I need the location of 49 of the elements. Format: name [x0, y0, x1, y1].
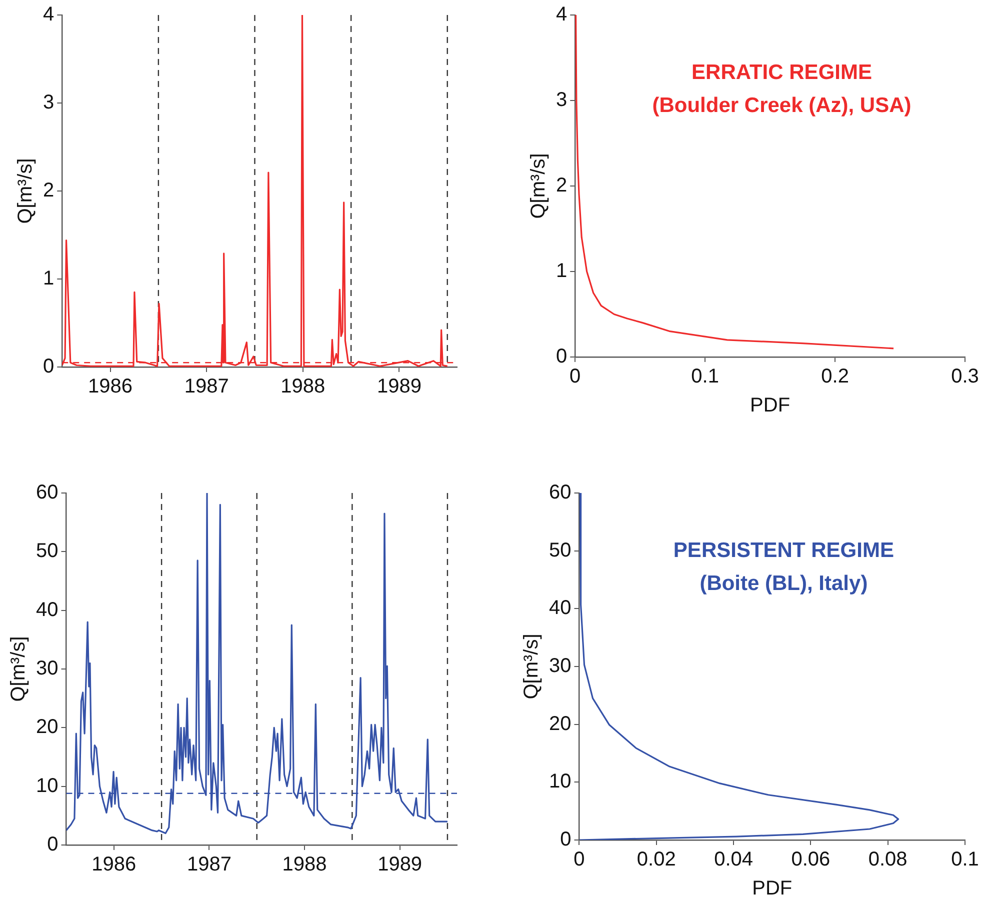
- x-axis-title: PDF: [750, 394, 790, 417]
- y-tick-label: 20: [548, 712, 572, 735]
- x-axis-title: PDF: [752, 878, 792, 900]
- x-tick-label: 0.3: [951, 366, 979, 388]
- y-tick-label: 10: [548, 770, 572, 793]
- x-tick-label: 0.2: [821, 366, 849, 388]
- y-tick-label: 50: [36, 540, 58, 562]
- y-tick-label: 4: [43, 4, 54, 26]
- y-axis-title: Q[m³/s]: [8, 636, 30, 702]
- x-tick-label: 1989: [378, 854, 422, 876]
- y-tick-label: 10: [36, 774, 58, 797]
- y-tick-label: 1: [556, 260, 568, 282]
- y-tick-label: 0: [47, 834, 58, 856]
- x-tick-label: 1986: [88, 376, 133, 398]
- x-tick-label: 0.06: [791, 848, 830, 871]
- y-tick-label: 60: [548, 482, 572, 504]
- y-tick-label: 2: [43, 180, 54, 202]
- y-tick-label: 3: [556, 89, 568, 112]
- y-tick-label: 40: [36, 598, 58, 621]
- y-tick-label: 1: [43, 268, 54, 290]
- y-tick-label: 30: [36, 658, 58, 680]
- y-tick-label: 0: [560, 828, 572, 851]
- x-tick-label: 0.08: [868, 848, 908, 871]
- x-tick-label: 1987: [184, 376, 229, 398]
- annotation: (Boulder Creek (Az), USA): [652, 94, 912, 117]
- x-tick-label: 0.1: [951, 848, 979, 871]
- y-axis-title: Q[m³/s]: [528, 153, 550, 219]
- x-tick-label: 1987: [186, 854, 232, 876]
- x-tick-label: 1986: [92, 854, 136, 876]
- y-tick-label: 3: [43, 92, 54, 114]
- annotation: (Boite (BL), Italy): [700, 572, 868, 595]
- y-tick-label: 50: [548, 539, 572, 562]
- y-axis-title: Q[m³/s]: [520, 634, 543, 700]
- y-axis-title: Q[m³/s]: [14, 158, 37, 224]
- annotation: PERSISTENT REGIME: [673, 538, 894, 562]
- x-tick-label: 1988: [280, 376, 326, 398]
- y-tick-label: 2: [556, 174, 568, 197]
- x-tick-label: 1988: [282, 854, 327, 876]
- x-tick-label: 0.04: [714, 848, 754, 871]
- x-tick-label: 0.1: [691, 366, 719, 388]
- y-tick-label: 40: [548, 597, 572, 620]
- y-tick-label: 20: [36, 716, 58, 738]
- y-tick-label: 30: [548, 655, 572, 678]
- x-tick-label: 1989: [376, 376, 422, 398]
- y-tick-label: 4: [556, 4, 568, 26]
- y-tick-label: 0: [556, 346, 568, 368]
- x-tick-label: 0.02: [636, 848, 676, 871]
- annotation: ERRATIC REGIME: [692, 60, 872, 84]
- y-tick-label: 60: [36, 482, 58, 504]
